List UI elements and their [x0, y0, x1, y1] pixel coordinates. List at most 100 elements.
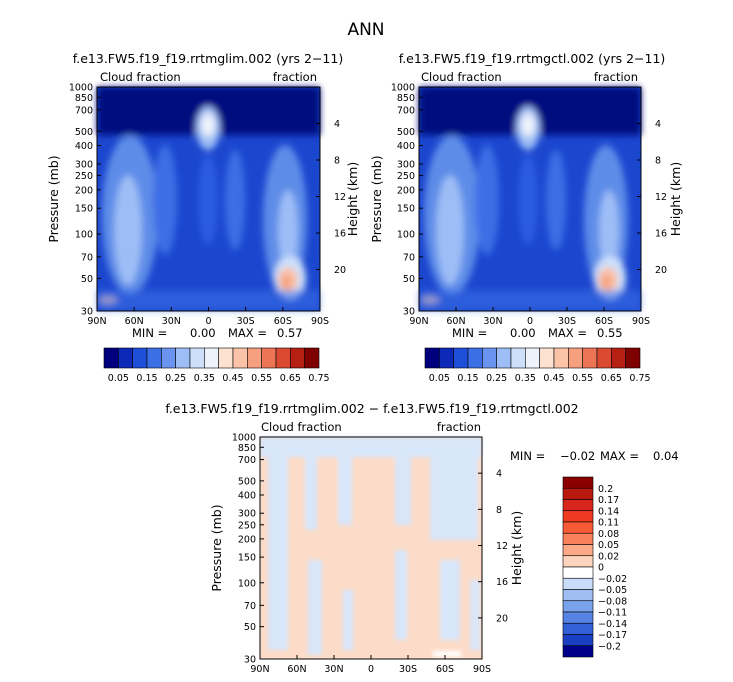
y-tick-label: 200 [75, 185, 93, 196]
panel-1-max-label: MAX = [228, 326, 267, 340]
colorbar-swatch [625, 347, 641, 369]
y-tick-label: 30 [81, 307, 93, 318]
colorbar-label: −0.05 [598, 585, 627, 596]
colorbar-swatch [146, 347, 162, 369]
y-tick-label: 850 [75, 93, 93, 104]
x-tick-label: 30S [237, 316, 255, 327]
colorbar-label: 0.05 [108, 373, 129, 384]
x-tick-label: 30S [558, 316, 576, 327]
y2-tick-label: 8 [496, 505, 502, 516]
y-tick-label: 700 [75, 105, 93, 116]
colorbar-swatch [562, 544, 594, 557]
colorbar-label: 0.45 [543, 373, 564, 384]
colorbar-swatch [562, 577, 594, 590]
y2-tick-label: 16 [655, 229, 667, 240]
colorbar-label: 0.15 [136, 373, 157, 384]
y2-tick-label: 12 [334, 192, 346, 203]
colorbar-swatch [562, 532, 594, 545]
colorbar-swatch [189, 347, 205, 369]
colorbar-swatch [118, 347, 133, 369]
panel-3-title: f.e13.FW5.f19_f19.rrtmglim.002 − f.e13.F… [165, 401, 578, 416]
x-tick-label: 90N [250, 664, 269, 675]
x-tick-label: 60S [436, 664, 454, 675]
x-tick-label: 0 [368, 664, 374, 675]
panel-2-y2label: Height (km) [668, 162, 683, 236]
panel-3-max-value: 0.04 [653, 449, 679, 463]
panel-2-min-value: 0.00 [510, 326, 536, 340]
y2-tick-label: 16 [334, 229, 346, 240]
colorbar-label: 0.45 [222, 373, 243, 384]
y-tick-label: 150 [238, 553, 256, 564]
y-tick-label: 400 [75, 141, 93, 152]
colorbar-swatch [562, 634, 594, 647]
colorbar-swatch [204, 347, 219, 369]
colorbar-swatch [562, 476, 594, 489]
colorbar-label: −0.02 [598, 574, 627, 585]
colorbar-label: 0.55 [572, 373, 593, 384]
colorbar-swatch [562, 611, 594, 624]
y-tick-label: 1000 [391, 83, 415, 94]
colorbar-swatch [525, 347, 540, 369]
colorbar-swatch [232, 347, 248, 369]
panel-1-units: fraction [273, 70, 317, 84]
panel-3-ylabel: Pressure (mb) [209, 504, 224, 591]
colorbar-swatch [562, 645, 594, 658]
colorbar-swatch [175, 347, 191, 369]
panel-2-min-label: MIN = [452, 326, 487, 340]
panel-3-min-label: MIN = [510, 449, 545, 463]
x-tick-label: 90S [473, 664, 491, 675]
colorbar-swatch [103, 347, 119, 369]
y-tick-label: 850 [397, 93, 415, 104]
y-tick-label: 50 [244, 622, 256, 633]
figure-title: ANN [347, 20, 384, 40]
colorbar-label: 0.35 [194, 373, 215, 384]
colorbar-label: 0.25 [165, 373, 186, 384]
colorbar-swatch [562, 510, 594, 523]
panel-1-title: f.e13.FW5.f19_f19.rrtmglim.002 (yrs 2−11… [73, 51, 343, 66]
panel-3-max-label: MAX = [600, 449, 639, 463]
colorbar-swatch [496, 347, 512, 369]
y-tick-label: 1000 [232, 433, 256, 444]
colorbar-label: 0.05 [598, 540, 619, 551]
colorbar-swatch [439, 347, 454, 369]
x-tick-label: 30S [399, 664, 417, 675]
panel-3-y2label: Height (km) [509, 511, 524, 585]
y2-tick-label: 8 [334, 156, 340, 167]
colorbar-swatch [467, 347, 483, 369]
colorbar-swatch [304, 347, 320, 369]
y2-tick-label: 8 [655, 156, 661, 167]
x-tick-label: 30N [483, 316, 502, 327]
y-tick-label: 300 [397, 159, 415, 170]
y2-tick-label: 20 [496, 613, 508, 624]
colorbar-swatch [562, 555, 594, 568]
colorbar-label: −0.14 [598, 619, 627, 630]
panel-3-min-value: −0.02 [560, 449, 595, 463]
panel-2-max-value: 0.55 [597, 326, 623, 340]
panel-1-plot [96, 86, 321, 312]
colorbar-swatch [611, 347, 626, 369]
panel-1-max-value: 0.57 [277, 326, 303, 340]
panel-3-plot [259, 436, 483, 660]
panel-3-colorbar: 0.20.170.140.110.080.050.020−0.02−0.05−0… [562, 476, 627, 658]
colorbar-swatch [290, 347, 305, 369]
panel-1-colorbar: 0.05 0.15 0.25 0.35 0.45 0.55 0.65 0.75 [103, 347, 330, 384]
x-tick-label: 60S [274, 316, 292, 327]
panel-1: f.e13.FW5.f19_f19.rrtmglim.002 (yrs 2−11… [46, 51, 360, 384]
colorbar-swatch [562, 487, 594, 500]
panel-1-min-value: 0.00 [190, 326, 216, 340]
colorbar-swatch [132, 347, 148, 369]
y-tick-label: 70 [81, 252, 93, 263]
panel-1-variable: Cloud fraction [100, 70, 181, 84]
colorbar-swatch [582, 347, 598, 369]
y2-tick-label: 20 [334, 265, 346, 276]
colorbar-label: 0.14 [598, 506, 619, 517]
colorbar-swatch [247, 347, 262, 369]
panel-2-title: f.e13.FW5.f19_f19.rrtmgctl.002 (yrs 2−11… [399, 51, 666, 66]
y-tick-label: 400 [238, 491, 256, 502]
y2-tick-label: 16 [496, 577, 508, 588]
colorbar-swatch [568, 347, 583, 369]
colorbar-swatch [562, 499, 594, 512]
y-tick-label: 250 [75, 171, 93, 182]
colorbar-swatch [553, 347, 569, 369]
